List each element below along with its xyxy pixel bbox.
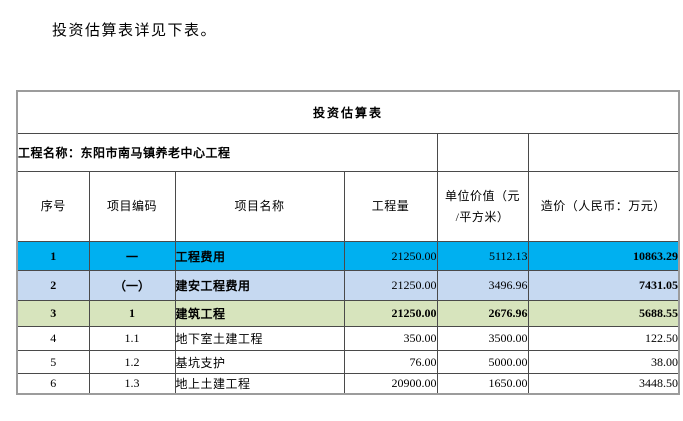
cell-name: 建筑工程 [174, 300, 345, 327]
cell-quantity: 76.00 [343, 350, 438, 374]
cell-name: 建安工程费用 [174, 270, 345, 301]
cell-quantity: 20900.00 [343, 373, 438, 395]
cell-code: 1.3 [88, 373, 176, 395]
table-row: 6 1.3 地上土建工程 20900.00 1650.00 3448.50 [16, 373, 680, 395]
table-title-row: 投资估算表 [16, 90, 680, 134]
cell-no: 3 [16, 300, 90, 327]
cell-no: 5 [16, 350, 90, 374]
cell-cost: 38.00 [527, 350, 680, 374]
cell-code: 1.2 [88, 350, 176, 374]
project-name-row: 工程名称：东阳市南马镇养老中心工程 [16, 133, 680, 172]
table-row: 1 一 工程费用 21250.00 5112.13 10863.29 [16, 241, 680, 271]
cell-cost: 122.50 [527, 326, 680, 351]
cell-unit-price: 5112.13 [436, 241, 529, 271]
column-header-row: 序号 项目编码 项目名称 工程量 单位价值（元/平方米） 造价（人民币：万元） [16, 171, 680, 242]
table-title: 投资估算表 [16, 90, 680, 134]
cell-unit-price: 1650.00 [436, 373, 529, 395]
intro-paragraph: 投资估算表详见下表。 [52, 23, 218, 39]
cell-code: （一） [88, 270, 176, 301]
cell-name: 地下室土建工程 [174, 326, 345, 351]
header-no: 序号 [16, 171, 90, 242]
cell-code: 1.1 [88, 326, 176, 351]
table-row: 5 1.2 基坑支护 76.00 5000.00 38.00 [16, 350, 680, 374]
cell-code: 一 [88, 241, 176, 271]
header-unit-price-line1: 单位价值（元 [444, 189, 520, 204]
header-unit-price-line2: /平方米） [455, 209, 510, 224]
cell-cost: 5688.55 [527, 300, 680, 327]
cell-no: 4 [16, 326, 90, 351]
cell-cost: 3448.50 [527, 373, 680, 395]
table-row: 4 1.1 地下室土建工程 350.00 3500.00 122.50 [16, 326, 680, 351]
investment-estimate-table: 投资估算表 工程名称：东阳市南马镇养老中心工程 序号 项目编码 项目名称 工程量… [16, 90, 681, 395]
cell-no: 2 [16, 270, 90, 301]
cell-unit-price: 3496.96 [436, 270, 529, 301]
cell-cost: 10863.29 [527, 241, 680, 271]
cell-no: 1 [16, 241, 90, 271]
cell-no: 6 [16, 373, 90, 395]
cell-unit-price: 2676.96 [436, 300, 529, 327]
header-code: 项目编码 [88, 171, 176, 242]
table-row: 2 （一） 建安工程费用 21250.00 3496.96 7431.05 [16, 270, 680, 301]
empty-cell [527, 133, 680, 172]
cell-name: 基坑支护 [174, 350, 345, 374]
cell-name: 工程费用 [174, 241, 345, 271]
cell-quantity: 21250.00 [343, 241, 438, 271]
cell-unit-price: 3500.00 [436, 326, 529, 351]
cell-code: 1 [88, 300, 176, 327]
cell-cost: 7431.05 [527, 270, 680, 301]
header-unit-price: 单位价值（元/平方米） [436, 171, 529, 242]
cell-quantity: 350.00 [343, 326, 438, 351]
project-name-cell: 工程名称：东阳市南马镇养老中心工程 [16, 133, 438, 172]
header-quantity: 工程量 [343, 171, 438, 242]
table-row: 3 1 建筑工程 21250.00 2676.96 5688.55 [16, 300, 680, 327]
empty-cell [436, 133, 529, 172]
cell-quantity: 21250.00 [343, 300, 438, 327]
cell-unit-price: 5000.00 [436, 350, 529, 374]
header-name: 项目名称 [174, 171, 345, 242]
cell-quantity: 21250.00 [343, 270, 438, 301]
cell-name: 地上土建工程 [174, 373, 345, 395]
header-cost: 造价（人民币：万元） [527, 171, 680, 242]
